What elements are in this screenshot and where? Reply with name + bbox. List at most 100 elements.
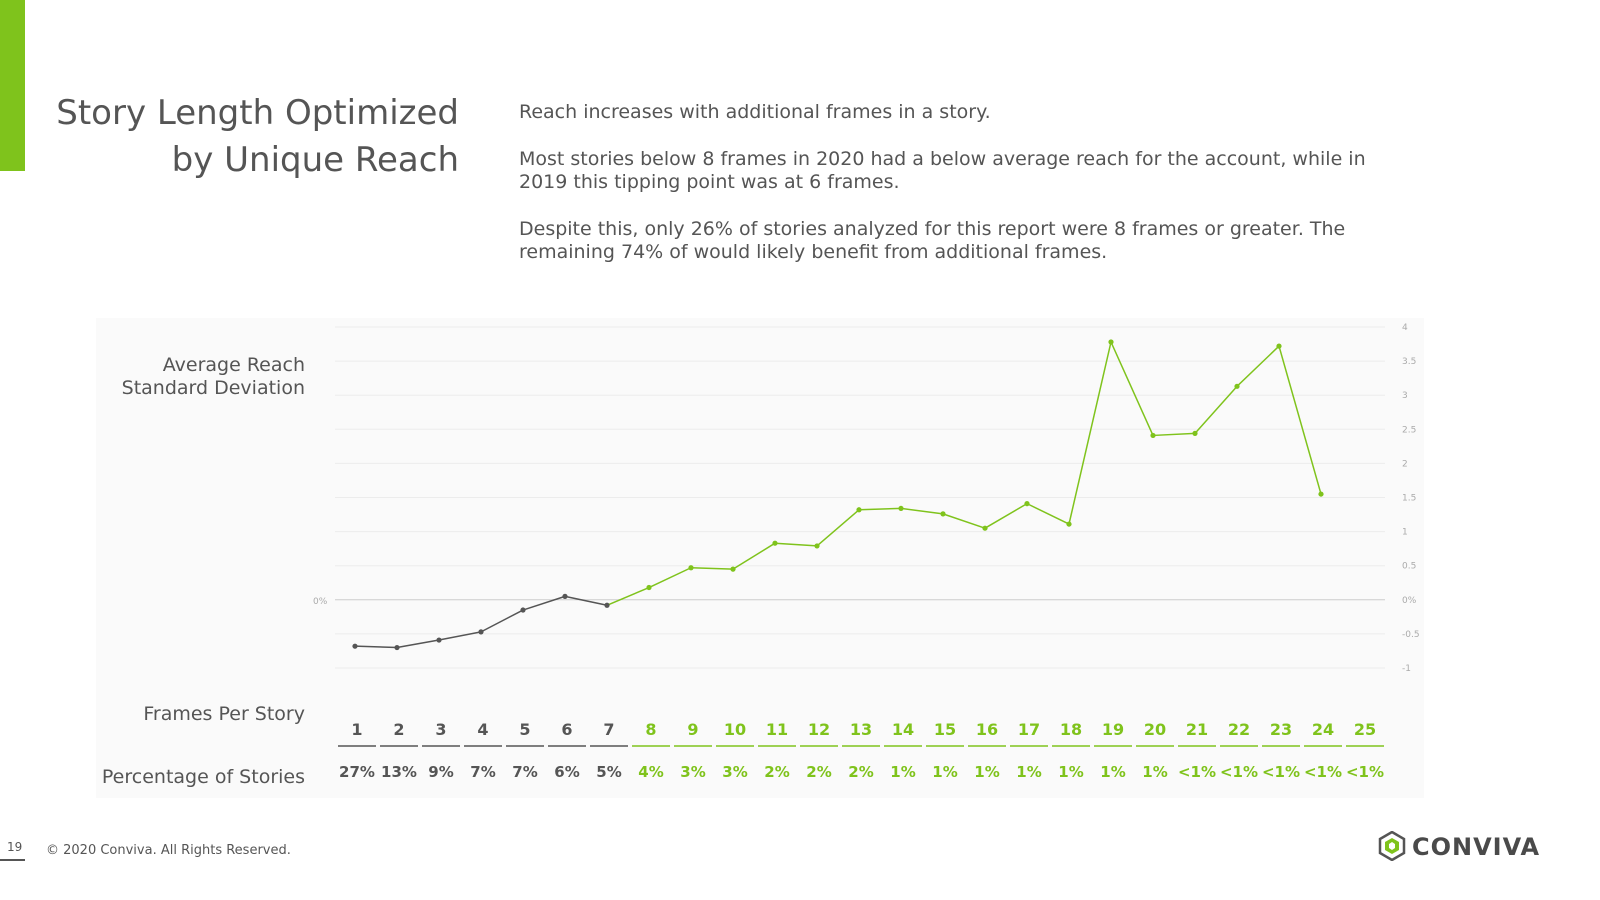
series-line-segment (858, 507, 902, 511)
y-tick-label: 3.5 (1402, 357, 1416, 367)
page-number: 19 (7, 840, 23, 854)
data-point (1276, 343, 1282, 349)
percentage-label: 1% (1058, 763, 1083, 781)
series-line-segment (1110, 341, 1154, 436)
frame-count-label: 14 (892, 720, 914, 739)
frame-count-label: 24 (1312, 720, 1334, 739)
data-point (940, 511, 946, 517)
accent-bar (0, 0, 25, 171)
series-line-segment (942, 513, 986, 529)
percentage-label: 1% (1016, 763, 1041, 781)
series-line-segment (984, 502, 1028, 529)
percentage-label: 7% (470, 763, 495, 781)
series-line-segment (900, 507, 944, 515)
series-line-segment (648, 567, 692, 589)
series-line-segment (606, 586, 650, 606)
conviva-logo-icon (1378, 831, 1406, 861)
frame-count-label: 12 (808, 720, 830, 739)
percentage-label: 1% (1100, 763, 1125, 781)
frame-count-label: 3 (435, 720, 446, 739)
percentage-label: 6% (554, 763, 579, 781)
paragraph-1: Reach increases with additional frames i… (519, 101, 991, 123)
series-line-segment (690, 566, 734, 570)
series-line-segment (354, 645, 398, 649)
y-tick-label: 2.5 (1402, 425, 1416, 435)
frame-count-label: 8 (645, 720, 656, 739)
frame-count-label: 4 (477, 720, 488, 739)
data-point (1318, 491, 1324, 497)
percentage-label: 3% (722, 763, 747, 781)
frame-count-label: 1 (351, 720, 362, 739)
percentage-label: 1% (1142, 763, 1167, 781)
y-tick-label: 3 (1402, 391, 1408, 401)
frame-count-label: 10 (724, 720, 746, 739)
title-line-2: by Unique Reach (171, 140, 459, 180)
series-line-segment (1194, 385, 1238, 434)
frame-count-label: 7 (603, 720, 614, 739)
frame-count-label: 13 (850, 720, 872, 739)
percentage-label: 1% (974, 763, 999, 781)
y-tick-label: 2 (1402, 459, 1408, 469)
percentage-label: 13% (381, 763, 417, 781)
data-point (1066, 521, 1072, 527)
percentage-label: <1% (1178, 763, 1216, 781)
series-line-segment (480, 609, 524, 633)
paragraph-3: Despite this, only 26% of stories analyz… (519, 218, 1346, 263)
data-point (562, 593, 568, 599)
percentage-label: 5% (596, 763, 621, 781)
percentage-label: <1% (1304, 763, 1342, 781)
percentage-label: 2% (848, 763, 873, 781)
frame-count-label: 15 (934, 720, 956, 739)
data-point (1024, 501, 1030, 507)
slide-title: Story Length Optimized by Unique Reach (39, 90, 459, 184)
percentage-label: 3% (680, 763, 705, 781)
series-line-segment (522, 595, 566, 611)
title-line-1: Story Length Optimized (56, 93, 459, 133)
data-point (604, 602, 610, 608)
frame-count-label: 22 (1228, 720, 1250, 739)
percentage-label: 27% (339, 763, 375, 781)
y-tick-label: 1.5 (1402, 494, 1416, 504)
y-axis-label-line-1: Average Reach (162, 354, 305, 376)
series-line-segment (774, 542, 818, 547)
frame-count-label: 11 (766, 720, 788, 739)
frame-count-label: 2 (393, 720, 404, 739)
data-point (982, 525, 988, 531)
series-line-segment (732, 542, 776, 570)
percentage-label: 7% (512, 763, 537, 781)
frame-count-label: 23 (1270, 720, 1292, 739)
conviva-logo: CONVIVA (1378, 831, 1539, 863)
y-tick-label: 0% (1402, 596, 1417, 606)
chart-panel (96, 318, 1424, 798)
frame-count-label: 21 (1186, 720, 1208, 739)
left-zero-label: 0% (313, 597, 328, 607)
series-line-segment (396, 639, 440, 649)
frame-count-label: 5 (519, 720, 530, 739)
body-text: Reach increases with additional frames i… (519, 101, 1399, 288)
data-point (730, 566, 736, 572)
series-line-segment (564, 595, 608, 606)
y-tick-label: 0.5 (1402, 562, 1416, 572)
data-point (436, 637, 442, 643)
data-point (898, 505, 904, 512)
percentage-label: 9% (428, 763, 453, 781)
series-line-segment (1068, 341, 1112, 525)
frame-count-label: 6 (561, 720, 572, 739)
percentage-label: <1% (1220, 763, 1258, 781)
data-point (1108, 339, 1114, 345)
series-line-segment (438, 631, 482, 641)
data-point (814, 543, 820, 549)
series-line-segment (1278, 345, 1322, 495)
data-point (352, 643, 358, 649)
data-point (478, 629, 484, 635)
frame-count-label: 20 (1144, 720, 1166, 739)
data-point (856, 507, 862, 513)
frame-count-label: 18 (1060, 720, 1082, 739)
frame-count-label: 19 (1102, 720, 1124, 739)
data-point (646, 584, 652, 591)
data-point (1192, 430, 1198, 436)
y-tick-label: -0.5 (1402, 630, 1420, 640)
y-axis-label: Average Reach Standard Deviation (65, 354, 305, 400)
percentage-label: 1% (890, 763, 915, 781)
